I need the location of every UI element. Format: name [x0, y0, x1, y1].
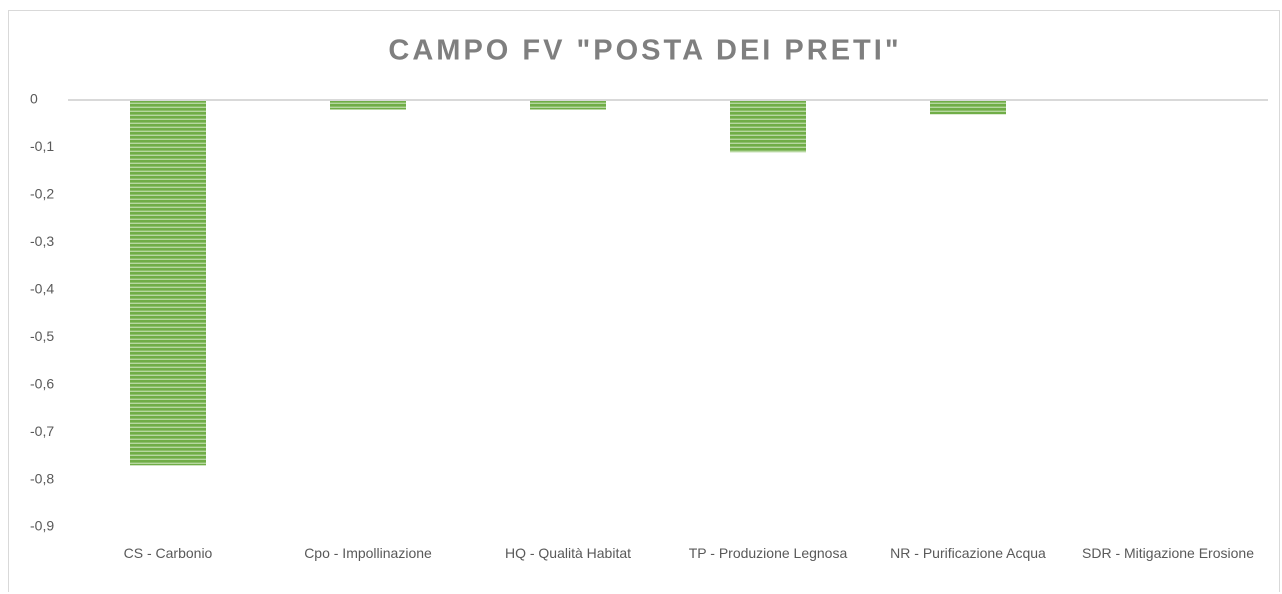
- bar: [930, 100, 1006, 115]
- y-tick-label: -0,7: [30, 423, 54, 439]
- y-tick-label: 0: [30, 91, 38, 107]
- x-tick-label: HQ - Qualità Habitat: [504, 545, 632, 561]
- bar: [530, 100, 606, 110]
- y-tick-label: -0,1: [30, 138, 54, 154]
- x-tick-label: Cpo - Impollinazione: [304, 545, 432, 561]
- x-tick-label: TP - Produzione Legnosa: [688, 545, 848, 561]
- y-tick-label: -0,3: [30, 233, 54, 249]
- chart-title: CAMPO FV "POSTA DEI PRETI": [388, 35, 901, 67]
- bar: [130, 100, 206, 466]
- y-tick-label: -0,5: [30, 328, 54, 344]
- y-tick-label: -0,6: [30, 375, 54, 391]
- bar: [330, 100, 406, 110]
- y-tick-label: -0,8: [30, 470, 54, 486]
- y-tick-label: -0,2: [30, 186, 54, 202]
- bar: [730, 100, 806, 153]
- x-tick-label: NR - Purificazione Acqua: [890, 545, 1046, 561]
- y-tick-label: -0,9: [30, 518, 54, 534]
- chart-frame: [8, 10, 1280, 592]
- y-tick-label: -0,4: [30, 280, 54, 296]
- x-tick-label: SDR - Mitigazione Erosione: [1082, 545, 1254, 561]
- x-tick-label: CS - Carbonio: [123, 545, 213, 561]
